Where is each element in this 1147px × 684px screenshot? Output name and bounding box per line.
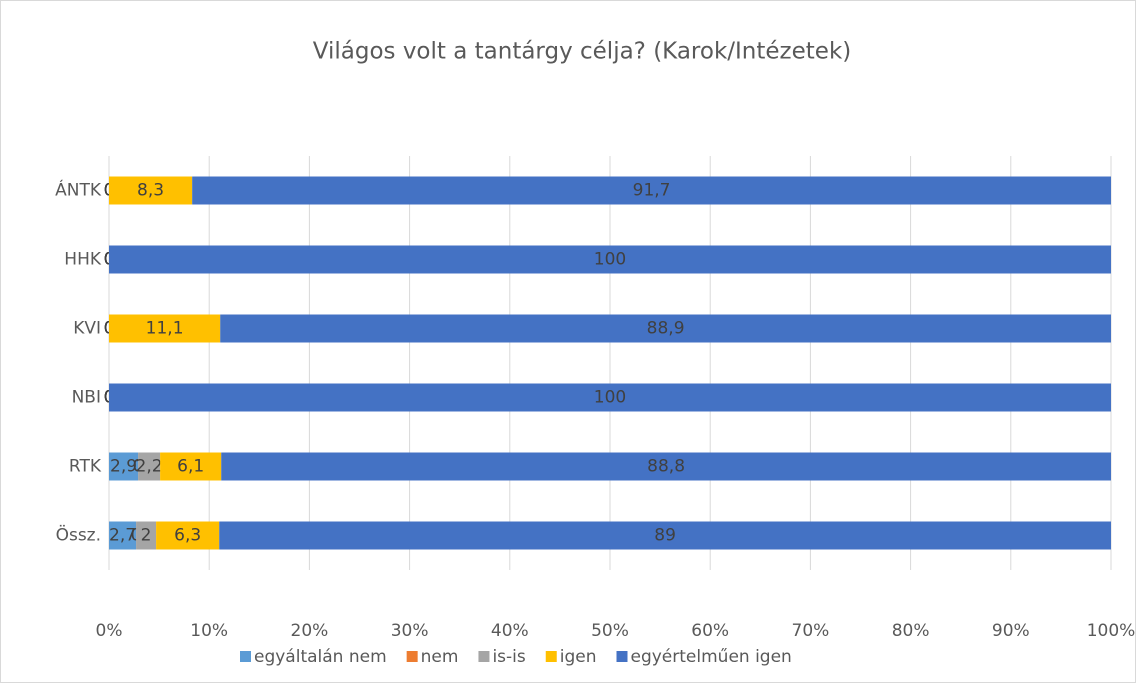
legend-swatch <box>478 651 490 662</box>
bar-segment <box>156 521 220 550</box>
bar-segment <box>109 314 221 343</box>
x-tick-label: 20% <box>291 621 329 641</box>
legend-label: egyáltalán nem <box>254 647 387 667</box>
data-label: 88,8 <box>647 457 685 477</box>
bar-segment <box>109 521 137 550</box>
legend-swatch <box>240 651 251 662</box>
legend-swatch <box>616 651 628 662</box>
bar-segment <box>160 452 222 481</box>
bar-segment <box>109 452 139 481</box>
data-label: 91,7 <box>633 181 671 201</box>
data-label: 89 <box>654 526 676 546</box>
bar-segment <box>136 521 157 550</box>
bar-segment <box>138 452 161 481</box>
legend-label: egyértelműen igen <box>631 647 792 667</box>
data-label: 2,9 <box>110 457 137 477</box>
data-label: 88,9 <box>647 319 685 339</box>
data-label: 6,1 <box>177 457 204 477</box>
bar-segment <box>109 176 193 205</box>
bar-segment <box>219 521 1112 550</box>
data-label: 100 <box>594 388 626 408</box>
bar-segment <box>192 176 1111 205</box>
x-tick-label: 50% <box>591 621 629 641</box>
y-tick-label: KVI <box>73 319 101 339</box>
x-tick-label: 10% <box>190 621 228 641</box>
bar-segment <box>109 383 1111 412</box>
data-label: 11,1 <box>146 319 184 339</box>
x-tick-label: 100% <box>1087 621 1136 641</box>
legend-label: igen <box>560 647 597 667</box>
chart-title: Világos volt a tantárgy célja? (Karok/In… <box>313 39 852 65</box>
x-tick-label: 60% <box>691 621 729 641</box>
bar-segment <box>221 452 1111 481</box>
data-label: 100 <box>594 250 626 270</box>
x-tick-label: 90% <box>992 621 1030 641</box>
y-tick-label: HHK <box>64 250 102 270</box>
y-tick-label: RTK <box>69 457 102 477</box>
legend-label: is-is <box>492 647 525 667</box>
x-tick-label: 40% <box>491 621 529 641</box>
data-label: 2,2 <box>136 457 163 477</box>
x-tick-label: 0% <box>96 621 123 641</box>
bar-segment <box>109 245 1111 274</box>
x-tick-label: 70% <box>792 621 830 641</box>
legend-swatch <box>545 651 557 662</box>
x-tick-label: 30% <box>391 621 429 641</box>
y-tick-label: NBI <box>72 388 101 408</box>
legend-swatch <box>406 651 418 662</box>
y-tick-label: ÁNTK <box>55 179 102 201</box>
data-label: 2,7 <box>109 526 136 546</box>
y-tick-label: Össz. <box>56 524 101 546</box>
data-label: 8,3 <box>137 181 164 201</box>
x-tick-label: 80% <box>892 621 930 641</box>
data-label: 6,3 <box>174 526 201 546</box>
bar-segment <box>220 314 1112 343</box>
data-label: 2 <box>141 526 152 546</box>
legend-label: nem <box>421 647 459 667</box>
